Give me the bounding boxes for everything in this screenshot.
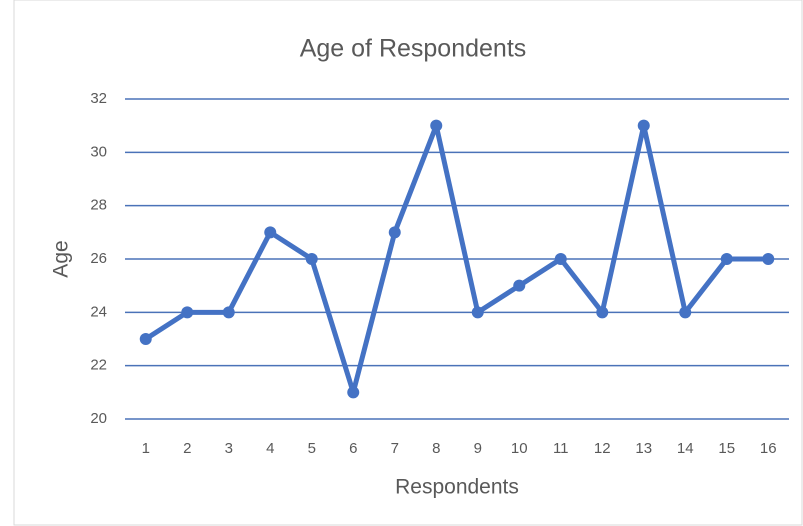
y-axis-title: Age [50, 240, 73, 277]
data-point [596, 306, 609, 319]
x-tick-label: 1 [142, 440, 150, 457]
data-point [679, 306, 692, 319]
y-tick-label: 24 [90, 303, 107, 320]
x-tick-label: 5 [308, 440, 316, 457]
y-tick-label: 22 [90, 357, 107, 374]
x-tick-label: 6 [349, 440, 357, 457]
x-tick-label: 14 [677, 440, 694, 457]
x-tick-label: 12 [594, 440, 611, 457]
data-point [637, 119, 650, 132]
data-point [305, 253, 318, 265]
y-tick-label: 20 [90, 410, 107, 427]
y-tick-label: 32 [90, 90, 107, 107]
x-tick-label: 10 [511, 440, 528, 457]
x-tick-label: 9 [474, 440, 482, 457]
y-tick-label: 30 [90, 143, 107, 160]
data-point [139, 333, 152, 345]
data-point [720, 253, 733, 265]
y-tick-label: 28 [90, 197, 107, 214]
data-point [430, 119, 443, 132]
x-tick-label: 11 [553, 440, 569, 457]
data-point [513, 279, 526, 292]
data-point [181, 306, 194, 319]
x-tick-label: 8 [432, 440, 440, 457]
x-tick-label: 16 [760, 440, 777, 457]
chart-title: Age of Respondents [300, 35, 527, 63]
chart-border [13, 0, 803, 526]
data-point [554, 253, 567, 265]
data-point [264, 226, 277, 239]
x-tick-label: 7 [391, 440, 399, 457]
x-tick-label: 13 [635, 440, 652, 457]
data-point [222, 306, 235, 319]
x-tick-label: 4 [266, 440, 274, 457]
x-tick-label: 15 [718, 440, 735, 457]
y-tick-label: 26 [90, 250, 107, 267]
data-point [762, 253, 775, 265]
data-point [388, 226, 401, 239]
data-point [471, 306, 484, 319]
data-point [347, 386, 360, 399]
data-line [144, 123, 769, 395]
x-axis-title: Respondents [395, 476, 519, 499]
x-tick-label: 3 [225, 440, 233, 457]
x-tick-label: 2 [183, 440, 191, 457]
